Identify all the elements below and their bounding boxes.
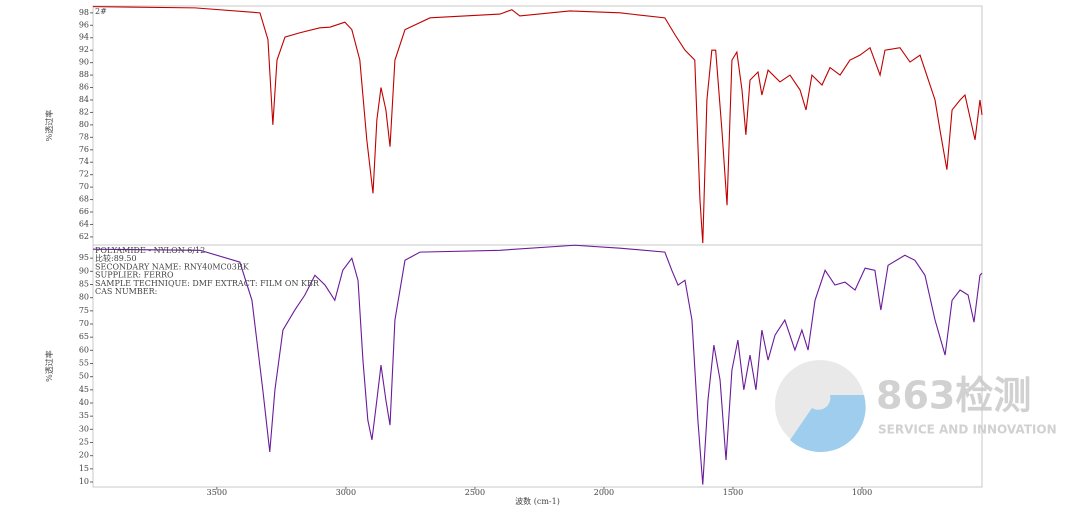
annotation: CAS NUMBER: [95,287,157,296]
y-tick-label: 82 [79,107,89,116]
plot-frame [92,244,983,488]
y-axis-label: %透过率 [44,110,54,142]
y-tick-label: 94 [79,33,89,42]
y-tick-label: 72 [79,170,89,179]
x-tick-label: 1000 [852,488,872,497]
y-tick-label: 45 [79,385,89,394]
spectrum-line [92,6,983,244]
annotation: SECONDARY NAME: RNY40MC03BK [95,262,250,271]
x-tick-label: 1500 [723,488,743,497]
y-tick-label: 62 [79,232,89,241]
y-tick-label: 98 [79,8,89,17]
panel-label: 2# [95,7,107,16]
y-tick-label: 20 [79,451,89,460]
y-tick-label: 90 [79,58,89,67]
x-tick-label: 2500 [465,488,485,497]
y-tick-label: 55 [79,358,89,367]
annotation: POLYAMIDE - NYLON 6/12 [95,246,205,255]
y-tick-label: 70 [79,182,89,191]
y-tick-label: 78 [79,132,89,141]
y-tick-label: 50 [79,372,89,381]
y-tick-label: 90 [79,266,89,275]
y-tick-label: 88 [79,70,89,79]
annotation: SAMPLE TECHNIQUE: DMF EXTRACT: FILM ON K… [95,279,320,288]
y-tick-label: 95 [79,253,89,262]
y-tick-label: 64 [79,219,89,228]
y-tick-label: 40 [79,398,89,407]
plot-frame [92,5,983,246]
y-tick-label: 65 [79,332,89,341]
annotation: SUPPLIER: FERRO [95,271,174,280]
y-tick-label: 80 [79,120,89,129]
spectrum-line [92,244,983,485]
watermark-subtitle: SERVICE AND INNOVATION [878,423,1057,437]
watermark: 863检测 SERVICE AND INNOVATION [775,360,1057,453]
y-tick-label: 68 [79,195,89,204]
annotation: 比较:89.50 [95,253,137,263]
y-tick-label: 35 [79,411,89,420]
x-axis-label: 波数 (cm-1) [515,496,560,506]
y-tick-label: 66 [79,207,89,216]
y-tick-label: 10 [79,477,89,486]
y-tick-label: 25 [79,437,89,446]
x-tick-label: 2000 [594,488,614,497]
x-tick-label: 3000 [336,488,356,497]
y-tick-label: 76 [79,145,89,154]
y-tick-label: 60 [79,345,89,354]
y-tick-label: 92 [79,45,89,54]
y-tick-label: 80 [79,293,89,302]
y-tick-label: 74 [79,157,89,166]
y-tick-label: 70 [79,319,89,328]
y-tick-label: 15 [79,464,89,473]
logo-accent [790,395,866,453]
y-tick-label: 84 [79,95,89,104]
y-tick-label: 75 [79,306,89,315]
y-tick-label: 86 [79,83,89,92]
y-tick-label: 30 [79,424,89,433]
y-tick-label: 96 [79,20,89,29]
watermark-title: 863检测 [876,374,1031,418]
y-axis-label: %透过率 [44,350,54,382]
x-tick-label: 3500 [207,488,227,497]
y-tick-label: 85 [79,279,89,288]
